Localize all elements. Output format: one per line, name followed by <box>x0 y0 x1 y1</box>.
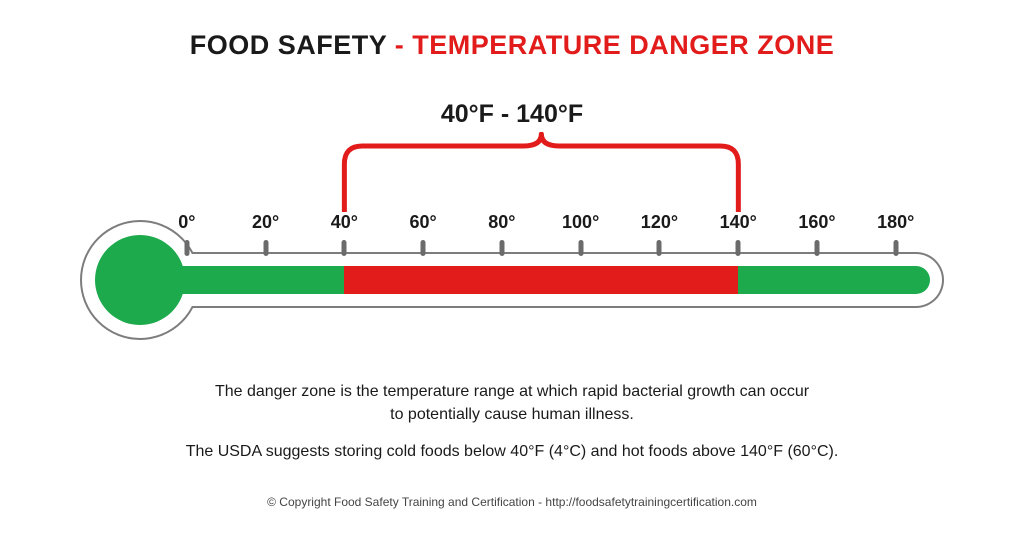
tick-140 <box>736 240 741 256</box>
infographic-stage: FOOD SAFETY - TEMPERATURE DANGER ZONE 40… <box>0 0 1024 538</box>
description-line-2: The USDA suggests storing cold foods bel… <box>110 440 914 463</box>
tick-40 <box>342 240 347 256</box>
description-text-1a: The danger zone is the temperature range… <box>215 383 809 400</box>
thermometer-segment-2 <box>738 266 930 294</box>
tick-label-180: 180° <box>877 212 914 233</box>
tick-label-60: 60° <box>410 212 437 233</box>
tick-label-80: 80° <box>488 212 515 233</box>
title-part-b: - TEMPERATURE DANGER ZONE <box>395 30 835 60</box>
title: FOOD SAFETY - TEMPERATURE DANGER ZONE <box>0 30 1024 61</box>
thermometer: 0° 20° 40° 60° 80° 100° 120° 140° 160° 180° <box>80 210 944 350</box>
tick-label-140: 140° <box>720 212 757 233</box>
thermometer-segment-1 <box>344 266 738 294</box>
description-line-1: The danger zone is the temperature range… <box>110 380 914 426</box>
tick-180 <box>893 240 898 256</box>
tick-100 <box>578 240 583 256</box>
tick-0 <box>184 240 189 256</box>
tick-label-120: 120° <box>641 212 678 233</box>
thermometer-fill-track <box>140 266 930 294</box>
thermometer-segment-0 <box>140 266 344 294</box>
tick-label-0: 0° <box>178 212 195 233</box>
tick-label-40: 40° <box>331 212 358 233</box>
danger-range-label: 40°F - 140°F <box>0 100 1024 129</box>
tick-60 <box>421 240 426 256</box>
tick-label-160: 160° <box>798 212 835 233</box>
tick-120 <box>657 240 662 256</box>
tick-label-100: 100° <box>562 212 599 233</box>
tick-label-20: 20° <box>252 212 279 233</box>
thermometer-ticks: 0° 20° 40° 60° 80° 100° 120° 140° 160° 180° <box>80 210 944 252</box>
tick-160 <box>814 240 819 256</box>
description-text-1b: to potentially cause human illness. <box>390 406 634 423</box>
bracket-icon <box>0 132 1024 212</box>
tick-80 <box>499 240 504 256</box>
title-part-a: FOOD SAFETY <box>190 30 395 60</box>
copyright-footer: © Copyright Food Safety Training and Cer… <box>0 495 1024 509</box>
tick-20 <box>263 240 268 256</box>
